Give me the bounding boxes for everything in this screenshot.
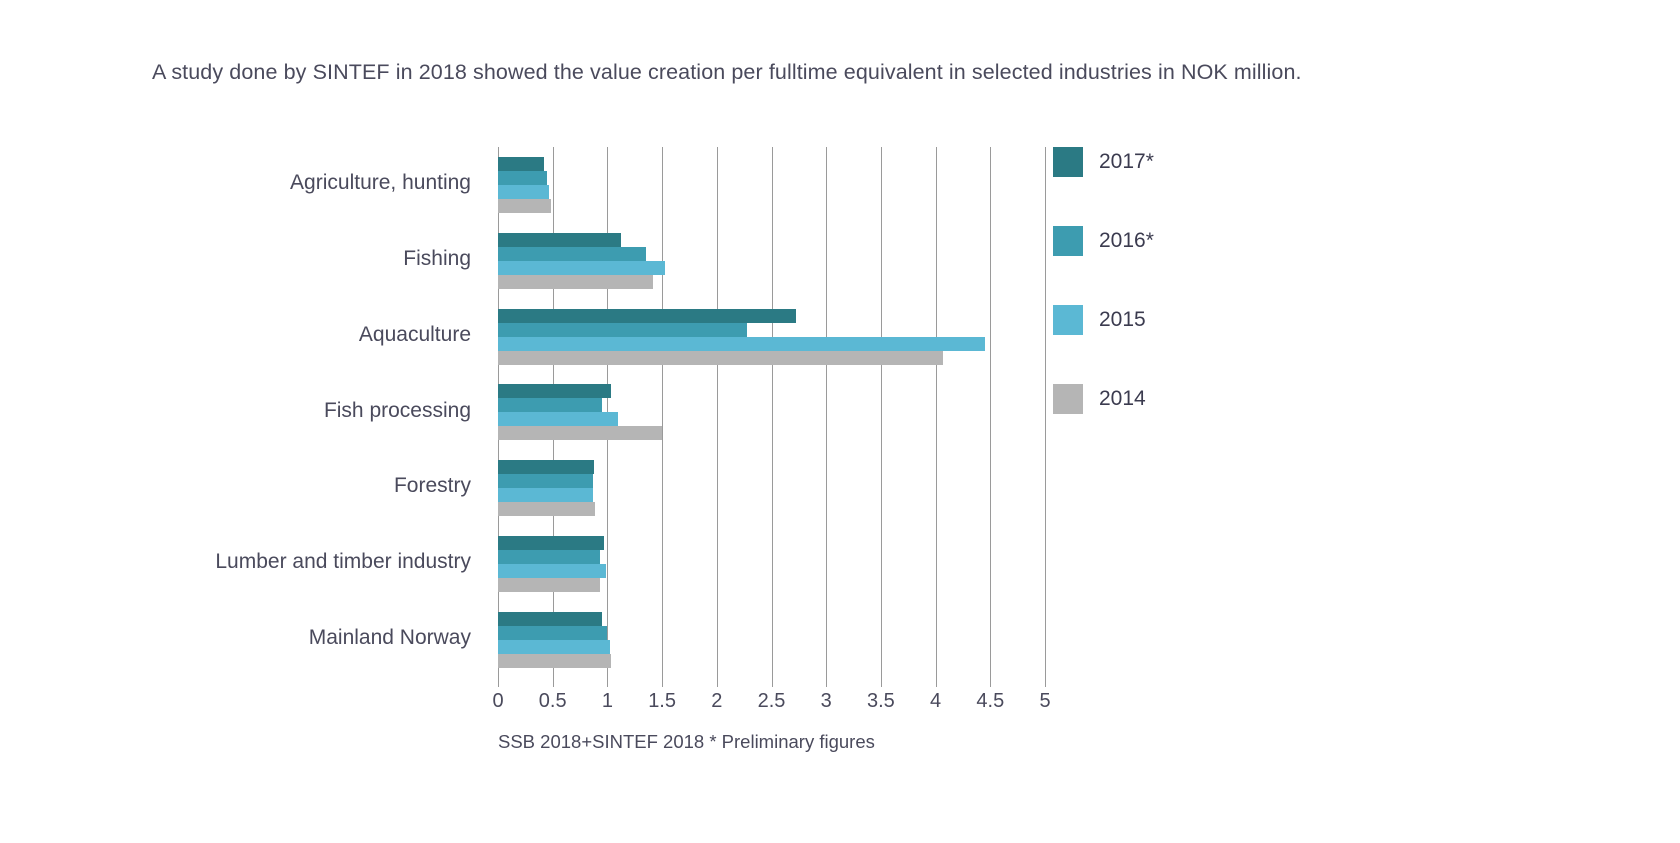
- x-tick-label: 0.5: [538, 690, 567, 712]
- x-tick-label: 3: [820, 690, 832, 712]
- bar: [498, 232, 621, 247]
- gridline: [826, 147, 828, 678]
- x-tick-mark: [990, 678, 992, 687]
- legend-label: 2017*: [1099, 150, 1154, 173]
- legend-label: 2014: [1099, 387, 1146, 410]
- gridline: [716, 147, 718, 678]
- category-axis-labels: Agriculture, hunting Fishing Aquaculture Fi…: [40, 147, 483, 678]
- bar: [498, 488, 594, 503]
- bar: [498, 198, 551, 213]
- source-note: SSB 2018+SINTEF 2018 * Preliminary figur…: [498, 731, 875, 752]
- bar: [498, 654, 611, 669]
- bar: [498, 536, 605, 551]
- bar: [498, 612, 602, 627]
- legend-swatch-icon: [1053, 305, 1083, 335]
- x-tick-label: 2: [711, 690, 723, 712]
- x-tick-mark: [498, 678, 499, 687]
- x-tick-mark: [935, 678, 937, 687]
- legend-item[interactable]: 2017*: [1053, 147, 1154, 177]
- legend-label: 2015: [1099, 308, 1146, 331]
- bar: [498, 274, 654, 289]
- chart-legend: 2017* 2016* 2015 2014: [1053, 147, 1253, 447]
- bar: [498, 460, 595, 475]
- bar: [498, 626, 608, 641]
- bar: [498, 308, 796, 323]
- bar: [498, 578, 600, 593]
- gridline: [935, 147, 937, 678]
- bar: [498, 502, 596, 517]
- bar-group: [498, 526, 1045, 602]
- x-tick-label: 0: [492, 690, 504, 712]
- x-tick-label: 5: [1039, 690, 1051, 712]
- gridline: [771, 147, 773, 678]
- x-tick-mark: [607, 678, 609, 687]
- gridline: [1045, 147, 1046, 678]
- bar-group-inner: [498, 384, 1045, 441]
- legend-item[interactable]: 2016*: [1053, 226, 1154, 256]
- bar: [498, 322, 748, 337]
- bar: [498, 350, 944, 365]
- x-tick-mark: [716, 678, 718, 687]
- bar: [498, 260, 666, 275]
- bar-group: [498, 299, 1045, 375]
- category-label: Forestry: [393, 474, 471, 498]
- category-label: Fish processing: [323, 398, 471, 422]
- legend-item[interactable]: 2014: [1053, 384, 1146, 414]
- bar: [498, 640, 610, 655]
- bar: [498, 170, 548, 185]
- legend-swatch-icon: [1053, 226, 1083, 256]
- intro-paragraph: A study done by SINTEF in 2018 showed th…: [152, 59, 1302, 84]
- category-label: Lumber and timber industry: [215, 550, 471, 574]
- bar: [498, 474, 594, 489]
- bar-group-inner: [498, 536, 1045, 593]
- bar: [498, 398, 602, 413]
- legend-item[interactable]: 2015: [1053, 305, 1146, 335]
- bar-group: [498, 147, 1045, 223]
- x-tick-label: 1: [601, 690, 613, 712]
- bar: [498, 384, 611, 399]
- bar-group: [498, 602, 1045, 678]
- bar: [498, 412, 619, 427]
- x-tick-mark: [771, 678, 773, 687]
- x-tick-mark: [1045, 678, 1046, 687]
- legend-label: 2016*: [1099, 229, 1154, 252]
- x-tick-label: 1.5: [648, 690, 676, 712]
- category-label: Agriculture, hunting: [290, 170, 471, 194]
- category-label: Aquaculture: [358, 322, 471, 346]
- x-tick-mark: [552, 678, 554, 687]
- bar-group-inner: [498, 612, 1045, 669]
- bar-group-inner: [498, 460, 1045, 517]
- bar: [498, 426, 663, 441]
- bar-group-inner: [498, 156, 1045, 213]
- bar: [498, 564, 607, 579]
- x-tick-mark: [880, 678, 882, 687]
- bar: [498, 184, 550, 199]
- bar-group-inner: [498, 308, 1045, 365]
- bar: [498, 336, 985, 351]
- gridline: [990, 147, 992, 678]
- x-tick-label: 2.5: [757, 690, 786, 712]
- x-tick-mark: [662, 678, 664, 687]
- bar: [498, 156, 544, 171]
- legend-swatch-icon: [1053, 147, 1083, 177]
- bar: [498, 246, 646, 261]
- x-axis: 0 0.5 1 1.5 2 2.5 3 3.5 4 4.5 5: [492, 678, 1051, 718]
- bar: [498, 550, 600, 565]
- category-label: Mainland Norway: [308, 626, 471, 650]
- x-tick-label: 4: [930, 690, 942, 712]
- plot-area: [498, 147, 1046, 678]
- gridline: [662, 147, 664, 678]
- bar-group: [498, 375, 1045, 451]
- gridline: [880, 147, 882, 678]
- x-tick-label: 4.5: [976, 690, 1005, 712]
- value-creation-bar-chart: Agriculture, hunting Fishing Aquaculture Fi…: [40, 16, 1680, 843]
- legend-swatch-icon: [1053, 384, 1083, 414]
- category-label: Fishing: [403, 246, 471, 270]
- x-tick-label: 3.5: [866, 690, 895, 712]
- bar-group: [498, 223, 1045, 299]
- bar-group: [498, 450, 1045, 526]
- bar-group-inner: [498, 232, 1045, 289]
- x-tick-mark: [826, 678, 828, 687]
